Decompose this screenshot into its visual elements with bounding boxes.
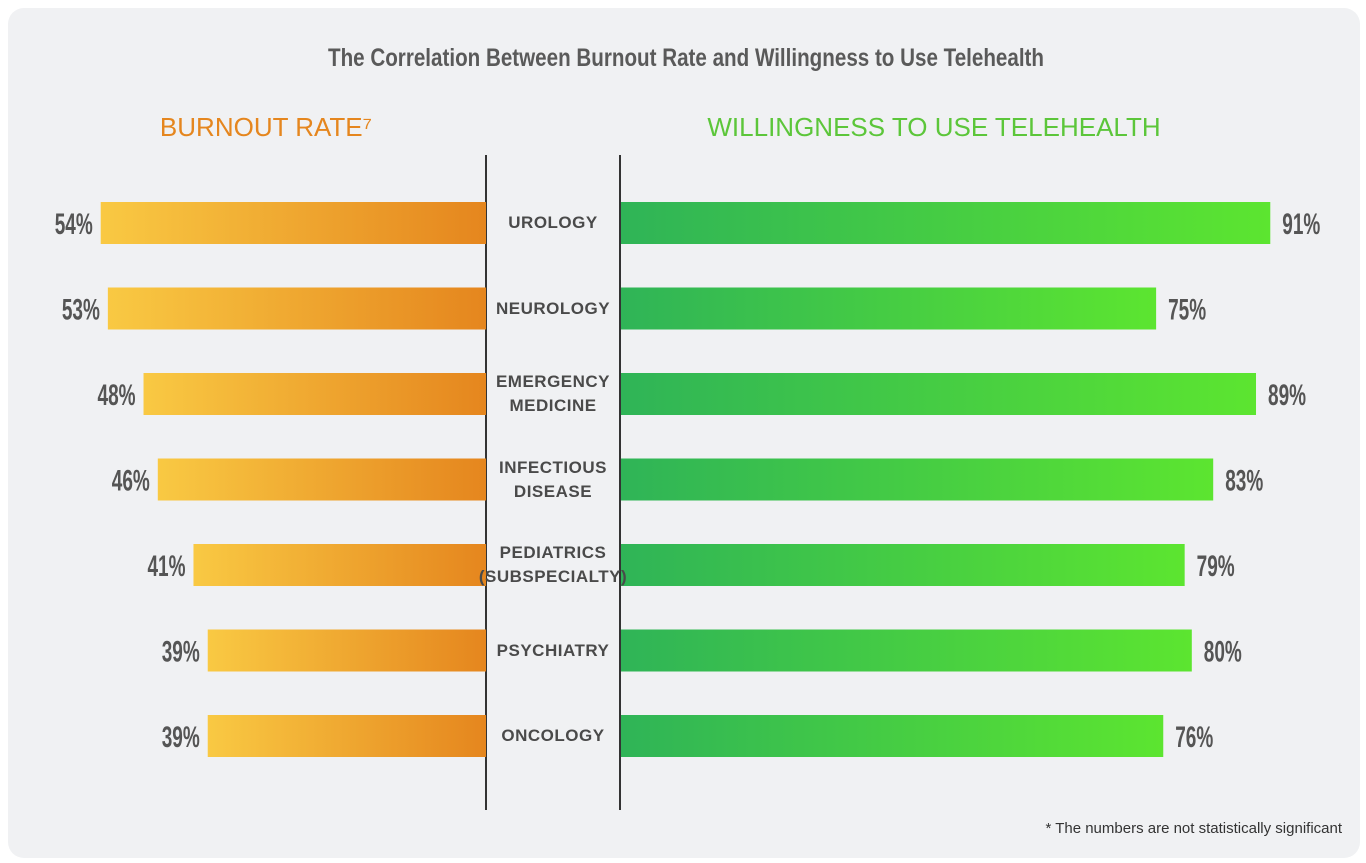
- value-label: 53%: [62, 294, 100, 327]
- bar: [621, 287, 1157, 330]
- footnote: * The numbers are not statistically sign…: [1045, 820, 1342, 837]
- value-label: 39%: [162, 636, 200, 669]
- bar: [621, 715, 1164, 757]
- value-label: 48%: [98, 379, 136, 412]
- bar: [207, 715, 487, 757]
- bar: [193, 544, 486, 586]
- category-label: UROLOGY: [508, 213, 598, 232]
- bar: [107, 287, 486, 330]
- bar: [157, 458, 487, 501]
- category-label: ONCOLOGY: [501, 726, 605, 745]
- value-label: 89%: [1268, 379, 1306, 412]
- bar: [621, 458, 1214, 501]
- value-label: 80%: [1204, 636, 1242, 669]
- category-label: PSYCHIATRY: [496, 640, 610, 660]
- category-label: INFECTIOUS DISEASE: [499, 457, 607, 501]
- value-label: 91%: [1282, 208, 1320, 241]
- category-label: NEUROLOGY: [495, 298, 611, 318]
- bar: [621, 202, 1271, 244]
- value-label: 75%: [1168, 294, 1206, 327]
- value-label: 39%: [162, 721, 200, 754]
- bar: [621, 373, 1257, 415]
- value-label: 76%: [1175, 721, 1213, 754]
- value-label: 41%: [147, 550, 185, 583]
- category-label: PEDIATRICS (SUBSPECIALTY): [478, 543, 628, 586]
- bar: [143, 373, 486, 415]
- category-label: EMERGENCY MEDICINE: [495, 372, 611, 415]
- value-label: 83%: [1225, 465, 1263, 498]
- legend-label: WILLINGNESS TO USE TELEHEALTH: [707, 112, 1160, 142]
- bar: [207, 629, 487, 672]
- value-label: 79%: [1197, 550, 1235, 583]
- value-label: 54%: [55, 208, 93, 241]
- bar: [100, 202, 487, 244]
- legend-label: BURNOUT RATE⁷: [160, 112, 372, 142]
- bar: [621, 544, 1185, 586]
- bar: [621, 629, 1192, 672]
- value-label: 46%: [112, 465, 150, 498]
- chart-title: The Correlation Between Burnout Rate and…: [328, 44, 1044, 72]
